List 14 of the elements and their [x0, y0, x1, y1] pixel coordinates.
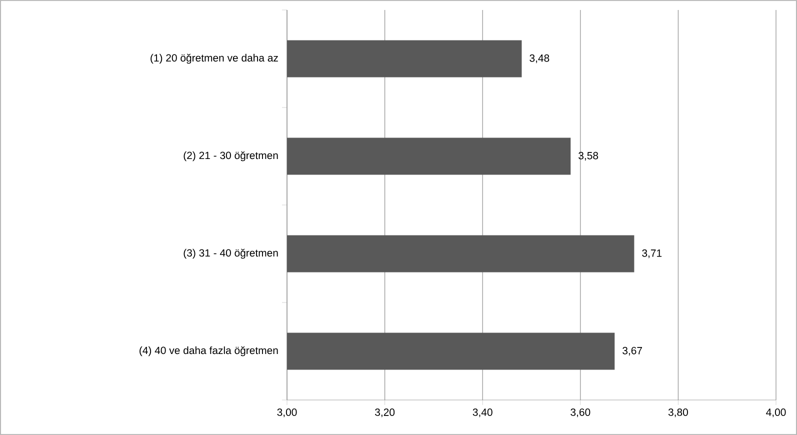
x-tick-label: 4,00 [766, 408, 786, 418]
x-tick-label: 3,20 [375, 408, 395, 418]
y-tick-label: (1) 20 öğretmen ve daha az [150, 54, 278, 64]
y-tick-label: (4) 40 ve daha fazla öğretmen [140, 346, 278, 356]
x-tick-label: 3,60 [570, 408, 590, 418]
y-tick-label: (3) 31 - 40 öğretmen [184, 248, 278, 259]
data-label: 3,58 [578, 152, 598, 161]
data-label: 3,67 [622, 346, 642, 356]
x-tick-label: 3,80 [668, 408, 688, 418]
data-label: 3,71 [642, 249, 662, 258]
y-tick-label: (2) 21 - 30 öğretmen [184, 151, 278, 162]
x-tick-label: 3,00 [277, 408, 297, 418]
data-label: 3,48 [530, 54, 550, 64]
x-tick-label: 3,40 [472, 408, 492, 418]
